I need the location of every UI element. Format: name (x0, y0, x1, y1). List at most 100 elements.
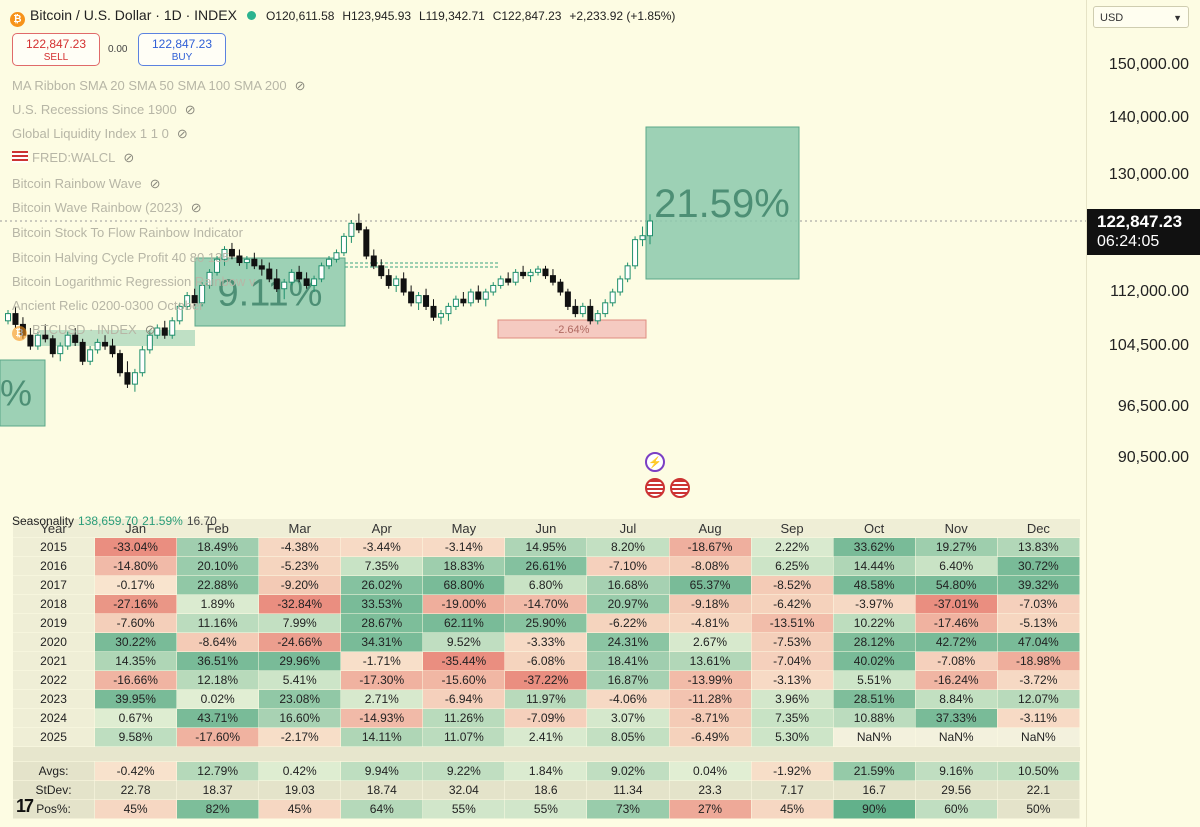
candle-body (535, 268, 542, 273)
table-row: 2017 -0.17% 22.88% -9.20% 26.02% 68.80% 6.80% 1… (11, 575, 1081, 595)
column-header-month: Jan (94, 519, 177, 538)
indicator-ancient-relic[interactable]: Ancient Relic 0200-0300 October (12, 298, 204, 313)
table-cell: -35.44% (422, 651, 506, 671)
price-chart[interactable]: % 9.11% -2.64% 21.59% ₿ Bitcoin / U.S. Dolla… (0, 0, 1086, 508)
table-cell: 8.84% (914, 689, 998, 709)
table-cell: 7.99% (258, 613, 342, 633)
row-label: Avgs: (11, 761, 96, 781)
candle-body (161, 327, 168, 336)
table-cell: -27.16% (94, 594, 178, 614)
hidden-eye-icon[interactable]: ⊘ (294, 78, 306, 93)
us-flag-event-icon[interactable] (645, 478, 665, 498)
table-row: 2016 -14.80% 20.10% -5.23% 7.35% 18.83% 26.61%… (11, 556, 1081, 576)
lightning-event-icon[interactable]: ⚡ (645, 452, 665, 472)
row-label: 2018 (11, 594, 96, 614)
candle-body (5, 313, 11, 322)
indicator-global-liquidity[interactable]: Global Liquidity Index 1 1 0 ⊘ (12, 126, 188, 141)
axis-tick: 140,000.00 (1108, 109, 1189, 126)
candle-body (452, 298, 459, 307)
hidden-eye-icon[interactable]: ⊘ (123, 150, 135, 165)
candle-body (445, 305, 452, 315)
table-cell: -8.08% (668, 556, 752, 576)
seasonality-box (0, 359, 46, 427)
us-flag-icon (12, 151, 28, 163)
sell-button[interactable]: 122,847.23 SELL (12, 33, 100, 66)
indicator-stock-to-flow[interactable]: Bitcoin Stock To Flow Rainbow Indicator (12, 225, 243, 240)
hidden-eye-icon[interactable]: ⊘ (149, 176, 161, 191)
table-cell: 11.34 (586, 780, 670, 800)
indicator-log-regression[interactable]: Bitcoin Logarithmic Regression Rainbow v (12, 274, 256, 289)
axis-tick: 90,500.00 (1117, 449, 1189, 466)
table-cell: 36.51% (176, 651, 260, 671)
table-cell: NaN% (914, 727, 998, 747)
table-cell: 18.49% (176, 537, 260, 557)
table-cell: -6.94% (422, 689, 506, 709)
table-cell: 6.25% (750, 556, 834, 576)
candlestick-chart[interactable]: %9.11%-2.64%21.59% (0, 0, 1086, 508)
table-cell: 22.78 (94, 780, 178, 800)
row-label: 2024 (11, 708, 96, 728)
table-cell: 26.61% (504, 556, 588, 576)
candle-body (617, 278, 624, 293)
hidden-eye-icon[interactable]: ⊘ (144, 322, 156, 337)
indicator-halving-cycle[interactable]: Bitcoin Halving Cycle Profit 40 80 135 (12, 250, 230, 265)
candle-body (408, 291, 415, 304)
table-cell: 2.67% (668, 632, 752, 652)
table-cell: 29.96% (258, 651, 342, 671)
table-cell: -24.66% (258, 632, 342, 652)
buy-button[interactable]: 122,847.23 BUY (138, 33, 226, 66)
currency-select[interactable]: USD ▼ (1093, 6, 1189, 28)
indicator-us-recessions[interactable]: U.S. Recessions Since 1900 ⊘ (12, 102, 196, 117)
table-cell: 62.11% (422, 613, 506, 633)
price-axis[interactable]: USD ▼ 150,000.00 140,000.00 130,000.00 11… (1086, 0, 1200, 827)
hidden-eye-icon[interactable]: ⊘ (184, 102, 196, 117)
indicator-fred-walcl[interactable]: FRED:WALCL ⊘ (12, 150, 134, 166)
symbol-title[interactable]: Bitcoin / U.S. Dollar · 1D · INDEX (30, 7, 237, 23)
table-cell: -7.10% (586, 556, 670, 576)
indicator-rainbow-wave[interactable]: Bitcoin Rainbow Wave ⊘ (12, 176, 161, 191)
indicator-btcusd[interactable]: ₿ BTCUSD · INDEX ⊘ (12, 322, 156, 341)
table-cell: 9.58% (94, 727, 178, 747)
candle-body (572, 305, 579, 315)
ohlc-low: L119,342.71 (418, 9, 485, 23)
candle-body (527, 271, 534, 277)
table-cell: 34.31% (340, 632, 424, 652)
us-flag-event-icon[interactable] (670, 478, 690, 498)
candle-body (497, 278, 504, 286)
row-label: 2023 (11, 689, 96, 709)
candle-body (146, 334, 153, 351)
indicator-ma-ribbon[interactable]: MA Ribbon SMA 20 SMA 50 SMA 100 SMA 200 ⊘ (12, 78, 306, 93)
axis-tick: 104,500.00 (1108, 337, 1189, 354)
table-cell: 0.67% (94, 708, 178, 728)
seasonality-box-label: % (0, 373, 32, 414)
table-cell: 55% (504, 799, 588, 819)
table-cell: -8.64% (176, 632, 260, 652)
table-cell: 64% (340, 799, 424, 819)
candle-body (273, 278, 280, 290)
table-cell: -16.66% (94, 670, 178, 690)
ohlc-change: +2,233.92 (+1.85%) (569, 9, 676, 23)
hidden-eye-icon[interactable]: ⊘ (190, 200, 202, 215)
table-cell: 16.7 (832, 780, 916, 800)
table-cell: -8.52% (750, 575, 834, 595)
candle-body (169, 320, 176, 336)
candle-body (236, 255, 243, 264)
table-cell: 50% (996, 799, 1081, 819)
table-row: 2020 30.22% -8.64% -24.66% 34.31% 9.52% -3.33%… (11, 632, 1081, 652)
chevron-down-icon: ▼ (1173, 13, 1182, 23)
candle-body (154, 327, 161, 336)
candle-body (184, 295, 191, 307)
table-cell: 5.30% (750, 727, 834, 747)
table-cell: 30.72% (996, 556, 1081, 576)
row-label: 2022 (11, 670, 96, 690)
table-cell: -4.38% (258, 537, 342, 557)
table-cell: -9.20% (258, 575, 342, 595)
table-cell: -4.06% (586, 689, 670, 709)
indicator-wave-rainbow-2023[interactable]: Bitcoin Wave Rainbow (2023) ⊘ (12, 200, 202, 215)
table-cell: 48.58% (832, 575, 916, 595)
table-cell: 0.02% (176, 689, 260, 709)
table-row: Avgs: -0.42% 12.79% 0.42% 9.94% 9.22% 1.84% 9.0… (11, 761, 1081, 781)
hidden-eye-icon[interactable]: ⊘ (176, 126, 188, 141)
tradingview-logo-icon[interactable]: 17 (16, 796, 34, 816)
seasonality-box (645, 126, 800, 280)
